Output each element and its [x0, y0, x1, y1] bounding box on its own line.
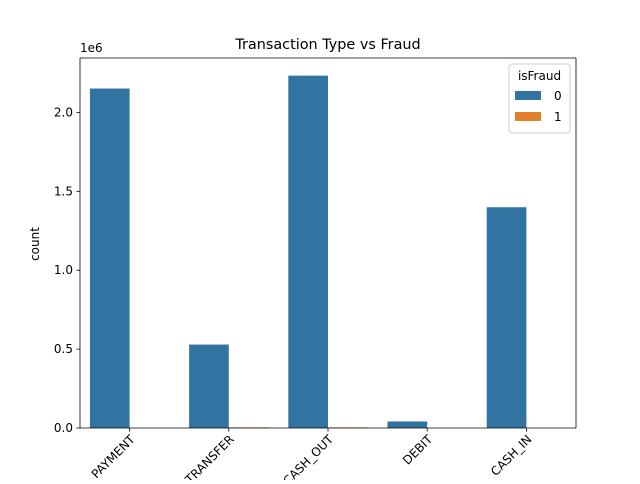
bar-cash_in-isfraud-0 [486, 207, 527, 428]
y-axis-offset-label: 1e6 [80, 41, 103, 55]
y-axis-label: count [28, 227, 42, 261]
bar-transfer-isfraud-0 [189, 344, 229, 428]
chart-title: Transaction Type vs Fraud [234, 37, 420, 53]
y-tick-label: 0.0 [54, 421, 73, 435]
legend-swatch-0 [515, 91, 541, 100]
bar-cash_out-isfraud-0 [288, 75, 328, 429]
legend-label-1: 1 [554, 110, 562, 124]
bar-payment-isfraud-0 [89, 88, 130, 428]
legend: isFraud 0 1 [508, 63, 571, 134]
y-tick-label: 1.5 [54, 184, 73, 198]
bar-debit-isfraud-0 [387, 421, 428, 428]
y-tick-label: 0.5 [54, 342, 73, 356]
legend-label-0: 0 [554, 89, 562, 103]
y-tick-label: 2.0 [54, 105, 73, 119]
legend-title: isFraud [518, 69, 561, 83]
y-tick-label: 1.0 [54, 263, 73, 277]
legend-swatch-1 [515, 112, 541, 121]
